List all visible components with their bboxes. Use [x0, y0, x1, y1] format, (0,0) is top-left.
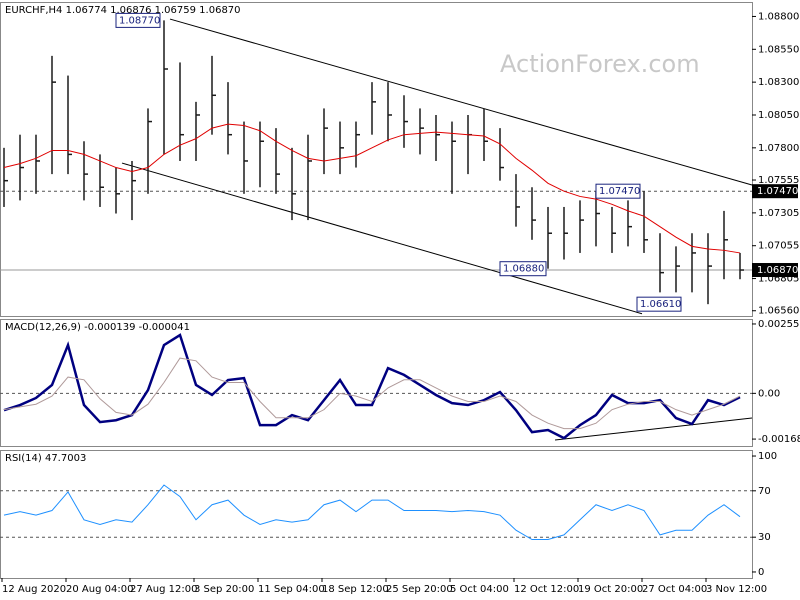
y-tick-label: 1.08800	[758, 11, 799, 22]
x-tick-label: 18 Sep 12:00	[322, 584, 389, 595]
panel-frame	[0, 2, 753, 317]
trendline	[121, 162, 643, 315]
x-tick-label: 25 Sep 20:00	[386, 584, 453, 595]
series-line	[3, 357, 741, 430]
y-tick-label: 1.06560	[758, 306, 799, 317]
annotation-box	[595, 183, 641, 199]
trendline	[169, 18, 753, 186]
y-tick-label: 0.002557	[758, 319, 800, 330]
annotation-label: 1.06610	[640, 299, 681, 310]
panel-title: MACD(12,26,9) -0.000139 -0.000041	[5, 322, 190, 333]
y-tick-label: 0	[758, 567, 764, 578]
y-tick-label: 1.08300	[758, 77, 799, 88]
panel-frame	[0, 450, 753, 579]
y-tick-label: 1.08050	[758, 110, 799, 121]
level-box	[752, 263, 798, 278]
annotation-label: 1.08770	[119, 15, 160, 26]
x-tick-label: 27 Aug 12:00	[130, 584, 197, 595]
annotation-box	[499, 261, 547, 277]
x-tick-label: 5 Oct 04:00	[450, 584, 509, 595]
level-label: 1.06870	[757, 265, 798, 276]
y-tick-label: 1.08550	[758, 44, 799, 55]
x-tick-label: 20 Aug 04:00	[66, 584, 133, 595]
panel-frame	[0, 319, 753, 447]
x-tick-label: 12 Oct 12:00	[514, 584, 579, 595]
level-box	[752, 184, 798, 199]
panel-title: EURCHF,H4 1.06774 1.06876 1.06759 1.0687…	[5, 5, 241, 16]
y-tick-label: 1.07800	[758, 143, 799, 154]
y-tick-label: 100	[758, 451, 777, 462]
series-line	[3, 484, 741, 541]
y-tick-label: 70	[758, 486, 771, 497]
y-tick-label: 1.07055	[758, 241, 799, 252]
y-tick-label: 1.07305	[758, 208, 799, 219]
annotation-box	[636, 296, 682, 312]
x-tick-label: 11 Sep 04:00	[258, 584, 325, 595]
series-line	[3, 333, 741, 440]
x-tick-label: 19 Oct 20:00	[578, 584, 643, 595]
annotation-label: 1.06880	[503, 264, 544, 275]
level-label: 1.07470	[757, 186, 798, 197]
x-tick-label: 3 Sep 20:00	[194, 584, 254, 595]
y-tick-label: 30	[758, 532, 771, 543]
y-tick-label: 0.00	[758, 388, 780, 399]
x-tick-label: 12 Aug 2020	[2, 584, 66, 595]
y-tick-label: 1.06805	[758, 274, 799, 285]
series-line	[3, 123, 741, 254]
trendline	[554, 417, 753, 441]
y-tick-label: -0.001685	[758, 434, 800, 445]
y-tick-label: 1.07555	[758, 175, 799, 186]
x-tick-label: 27 Oct 04:00	[642, 584, 707, 595]
annotation-label: 1.07470	[599, 186, 640, 197]
x-tick-label: 3 Nov 12:00	[706, 584, 767, 595]
watermark: ActionForex.com	[500, 50, 700, 78]
annotation-box	[115, 12, 161, 28]
panel-title: RSI(14) 47.7003	[5, 453, 86, 464]
